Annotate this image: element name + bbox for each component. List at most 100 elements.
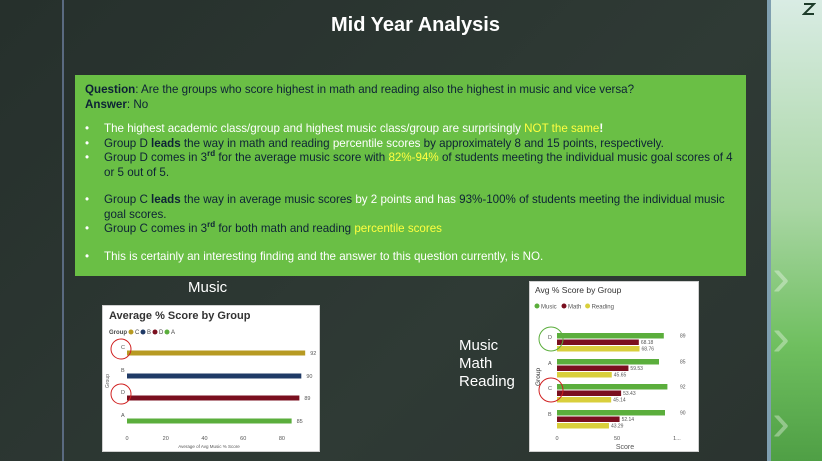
legend-dot	[561, 303, 567, 309]
avg-score-chart: Avg % Score by Group Music Math Reading D 89 6…	[529, 281, 699, 452]
answer-box: Question: Are the groups who score highe…	[75, 75, 746, 276]
y-tick-label: D	[548, 335, 552, 341]
y-axis-label: Group	[105, 374, 111, 388]
avg-score-chart-svg: Avg % Score by Group Music Math Reading D 89 6…	[534, 285, 686, 451]
legend-title: Group	[109, 330, 127, 336]
corner-logo-icon	[802, 3, 816, 15]
slide-title: Mid Year Analysis	[331, 14, 500, 36]
chart-title: Avg % Score by Group	[535, 285, 622, 295]
x-tick-label: 40	[201, 436, 207, 442]
x-tick-label: 0	[555, 436, 558, 442]
legend-dot	[140, 329, 146, 335]
data-label: 68.18	[641, 340, 654, 346]
bar	[557, 333, 664, 339]
bar	[557, 384, 668, 390]
finding-item: Group C comes in 3rd for both math and r…	[85, 221, 734, 237]
bar	[557, 410, 665, 416]
highlight-circle	[110, 338, 132, 360]
highlight-circle	[538, 326, 564, 352]
chart-title: Average % Score by Group	[109, 310, 251, 322]
data-label: 45.65	[614, 373, 627, 379]
bar	[557, 390, 622, 396]
answer-label: Answer	[85, 97, 127, 111]
bar	[127, 395, 300, 401]
bar	[557, 339, 639, 345]
legend-label: C	[135, 330, 140, 336]
bar	[127, 418, 292, 424]
legend-dot	[164, 329, 170, 335]
data-label: 92	[310, 351, 316, 357]
legend-dot	[585, 303, 591, 309]
x-tick-label: 1...	[673, 436, 681, 442]
x-tick-label: 50	[614, 436, 620, 442]
data-label: 85	[297, 419, 303, 425]
legend-dot	[152, 329, 158, 335]
finding-item: Group C leads the way in average music s…	[85, 193, 734, 222]
stack-label-math: Math	[459, 355, 493, 372]
music-chart-label: Music	[188, 279, 228, 296]
y-tick-label: B	[548, 412, 552, 418]
stack-label-reading: Reading	[459, 373, 515, 390]
y-tick-label: A	[548, 361, 552, 367]
music-score-chart-svg: Average % Score by Group Group C B D A C 92 B 90 D…	[105, 310, 316, 449]
x-tick-label: 80	[279, 436, 285, 442]
y-tick-label: A	[121, 413, 125, 419]
y-tick-label: C	[548, 386, 552, 392]
y-tick-label: C	[121, 345, 125, 351]
x-tick-label: 20	[163, 436, 169, 442]
bar	[557, 397, 612, 403]
finding-item: This is certainly an interesting finding…	[85, 250, 734, 265]
legend-label: A	[171, 330, 175, 336]
bar	[557, 423, 609, 429]
data-label: 53.43	[623, 391, 636, 397]
chevron-decoration-icon: ›	[772, 392, 790, 452]
question-line: Question: Are the groups who score highe…	[85, 83, 734, 98]
bar	[557, 346, 640, 352]
data-label: 45.14	[613, 398, 626, 404]
x-axis-label: Score	[616, 444, 634, 451]
legend-label: D	[159, 330, 164, 336]
y-tick-label: B	[121, 368, 125, 374]
data-label: 90	[306, 374, 312, 380]
legend-label: Math	[568, 305, 581, 311]
y-tick-label: D	[121, 390, 125, 396]
data-label: 90	[680, 411, 686, 417]
finding-item: Group D leads the way in math and readin…	[85, 137, 734, 152]
y-axis-label: Group	[535, 368, 542, 386]
finding-item: The highest academic class/group and hig…	[85, 122, 734, 137]
bar	[557, 359, 659, 365]
highlight-circle	[538, 377, 564, 403]
data-label: 85	[680, 360, 686, 366]
legend-label: Music	[541, 305, 557, 311]
bar	[557, 365, 629, 371]
x-axis-label: Average of Avg Music % Score	[178, 444, 240, 449]
bar	[557, 416, 620, 422]
bar	[127, 350, 306, 356]
data-label: 43.29	[611, 424, 624, 430]
question-text: : Are the groups who score highest in ma…	[135, 83, 635, 96]
data-label: 52.14	[622, 417, 635, 423]
left-divider	[62, 0, 64, 461]
chevron-decoration-icon: ›	[772, 247, 790, 307]
stack-label-music: Music	[459, 337, 499, 354]
bar	[127, 373, 302, 379]
data-label: 59.53	[630, 366, 643, 372]
chevron-decoration-icon: ›	[772, 307, 790, 367]
answer-line: Answer: No	[85, 98, 734, 113]
question-label: Question	[85, 83, 136, 96]
x-tick-label: 0	[125, 436, 128, 442]
legend-label: Reading	[592, 305, 614, 311]
data-label: 92	[680, 385, 686, 391]
answer-text: : No	[126, 97, 149, 111]
bar	[557, 372, 612, 378]
finding-item: Group D comes in 3rd for the average mus…	[85, 150, 734, 180]
data-label: 89	[304, 396, 310, 402]
legend-label: B	[147, 330, 151, 336]
finding-list: The highest academic class/group and hig…	[85, 122, 734, 264]
data-label: 68.76	[642, 347, 655, 353]
x-tick-label: 60	[240, 436, 246, 442]
music-score-chart: Average % Score by Group Group C B D A C 92 B 90 D…	[102, 305, 320, 452]
highlight-circle	[110, 383, 132, 405]
data-label: 89	[680, 334, 686, 340]
decorative-strip	[767, 0, 822, 461]
